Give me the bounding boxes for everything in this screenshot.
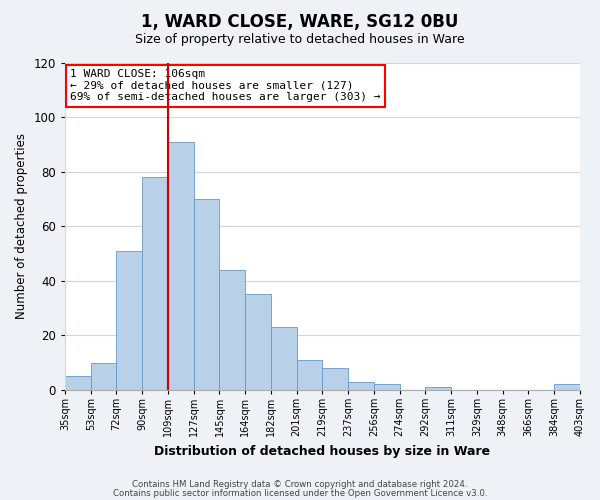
Bar — [91, 362, 116, 390]
Bar — [374, 384, 400, 390]
X-axis label: Distribution of detached houses by size in Ware: Distribution of detached houses by size … — [154, 444, 491, 458]
Bar — [348, 382, 374, 390]
Bar — [425, 387, 451, 390]
Text: Size of property relative to detached houses in Ware: Size of property relative to detached ho… — [135, 32, 465, 46]
Bar — [194, 199, 220, 390]
Bar — [245, 294, 271, 390]
Text: 1 WARD CLOSE: 106sqm
← 29% of detached houses are smaller (127)
69% of semi-deta: 1 WARD CLOSE: 106sqm ← 29% of detached h… — [70, 69, 380, 102]
Bar — [65, 376, 91, 390]
Bar — [142, 177, 168, 390]
Text: Contains HM Land Registry data © Crown copyright and database right 2024.: Contains HM Land Registry data © Crown c… — [132, 480, 468, 489]
Bar — [554, 384, 580, 390]
Bar — [297, 360, 322, 390]
Bar — [220, 270, 245, 390]
Bar — [322, 368, 348, 390]
Text: Contains public sector information licensed under the Open Government Licence v3: Contains public sector information licen… — [113, 489, 487, 498]
Bar — [116, 250, 142, 390]
Text: 1, WARD CLOSE, WARE, SG12 0BU: 1, WARD CLOSE, WARE, SG12 0BU — [142, 12, 458, 30]
Bar — [271, 327, 297, 390]
Y-axis label: Number of detached properties: Number of detached properties — [15, 133, 28, 319]
Bar — [168, 142, 194, 390]
